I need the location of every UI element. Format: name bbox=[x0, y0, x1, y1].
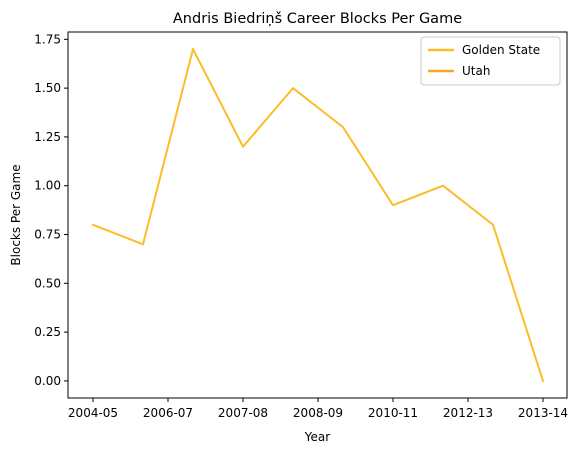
x-tick-label: 2007-08 bbox=[218, 406, 268, 420]
legend-label: Golden State bbox=[462, 43, 540, 57]
y-tick-label: 0.00 bbox=[34, 374, 61, 388]
legend-box bbox=[420, 36, 561, 86]
x-axis: 2004-05 2006-07 2007-08 2008-09 2010-11 2012-… bbox=[68, 398, 568, 420]
legend-label: Utah bbox=[462, 64, 490, 78]
y-tick-label: 1.50 bbox=[34, 81, 61, 95]
y-axis: 0.00 0.25 0.50 0.75 1.00 1.25 1.50 1.75 bbox=[34, 32, 68, 388]
x-tick-label: 2013-14 bbox=[518, 406, 568, 420]
x-tick-label: 2004-05 bbox=[68, 406, 118, 420]
y-tick-label: 1.75 bbox=[34, 32, 61, 46]
chart-title: Andris Biedriņš Career Blocks Per Game bbox=[173, 11, 462, 27]
legend: Golden State Utah bbox=[420, 36, 561, 86]
y-tick-label: 0.50 bbox=[34, 276, 61, 290]
x-axis-label: Year bbox=[304, 430, 330, 444]
plot-frame bbox=[67, 31, 568, 399]
x-tick-label: 2010-11 bbox=[368, 406, 418, 420]
series-line-0 bbox=[91, 48, 545, 383]
y-tick-label: 0.75 bbox=[34, 228, 61, 242]
y-axis-label: Blocks Per Game bbox=[9, 164, 23, 265]
series-layer bbox=[91, 48, 545, 383]
y-tick-label: 0.25 bbox=[34, 325, 61, 339]
y-tick-label: 1.25 bbox=[34, 130, 61, 144]
x-tick-label: 2012-13 bbox=[443, 406, 493, 420]
y-tick-label: 1.00 bbox=[34, 179, 61, 193]
legend-items: Golden State Utah bbox=[428, 43, 540, 78]
x-tick-label: 2008-09 bbox=[293, 406, 343, 420]
plot-area bbox=[67, 31, 568, 399]
x-tick-label: 2006-07 bbox=[143, 406, 193, 420]
